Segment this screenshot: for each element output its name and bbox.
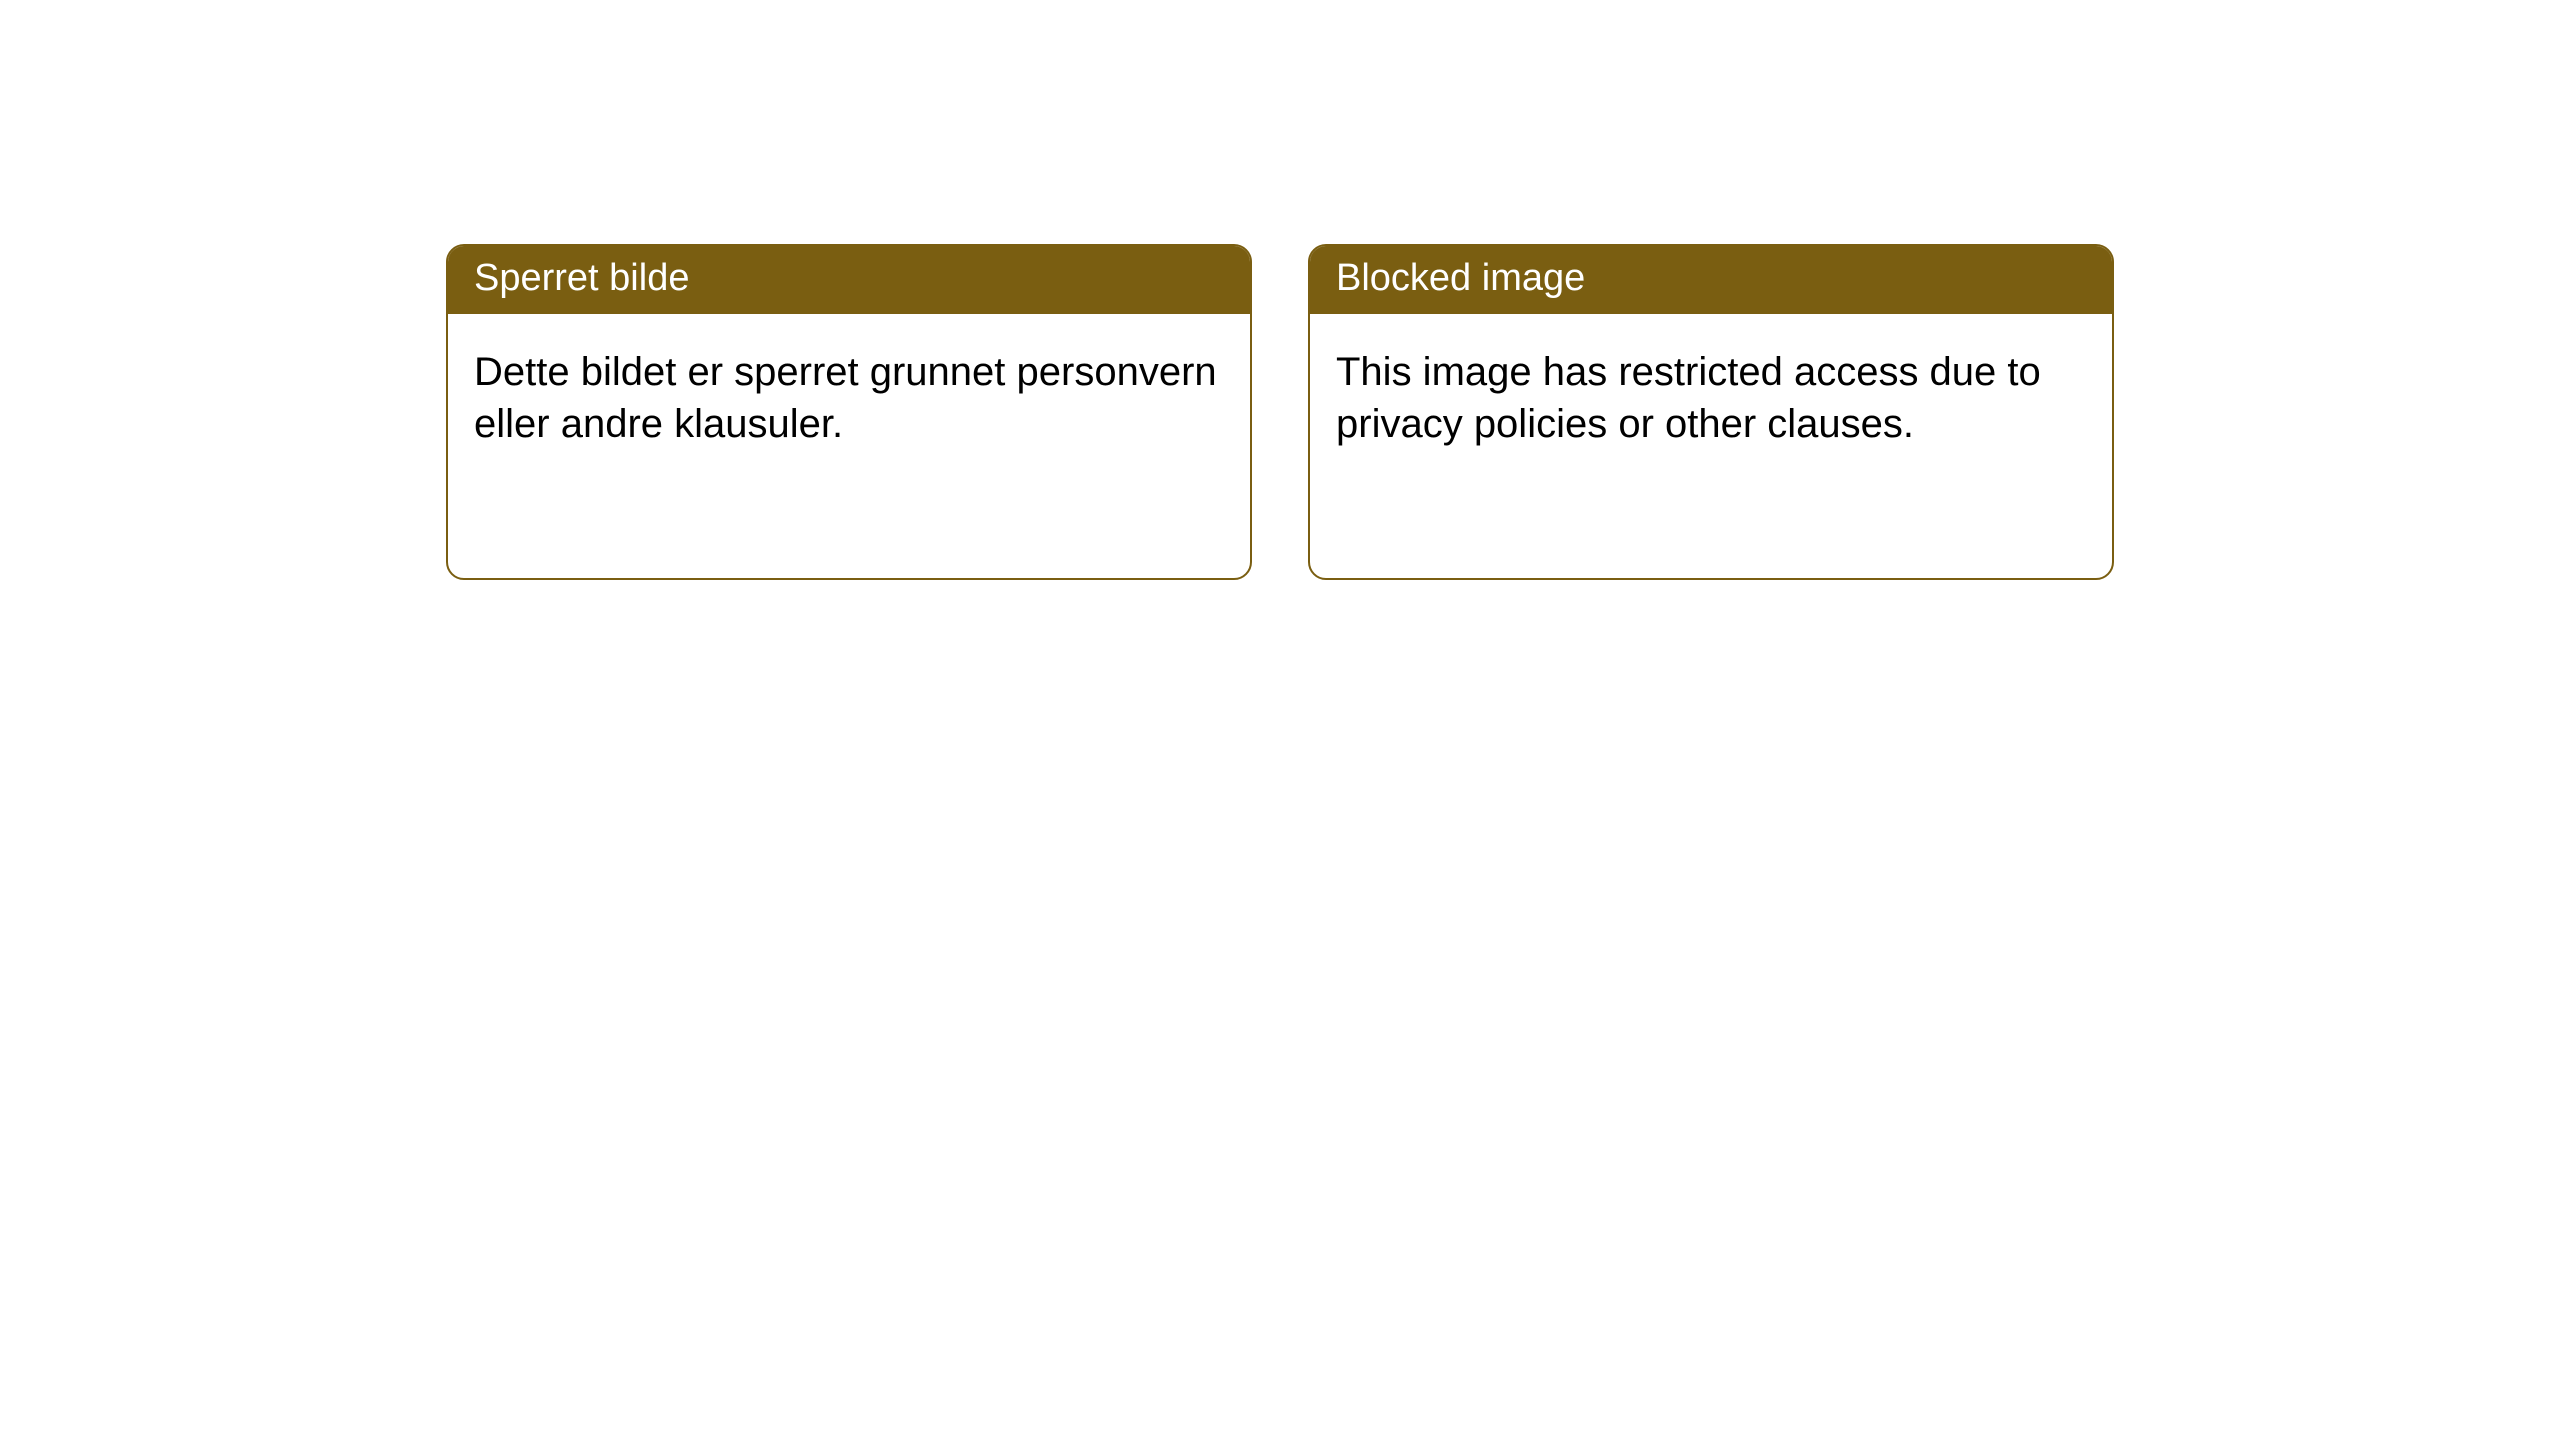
notice-title: Sperret bilde bbox=[448, 246, 1250, 314]
notice-body: Dette bildet er sperret grunnet personve… bbox=[448, 314, 1250, 482]
notice-title: Blocked image bbox=[1310, 246, 2112, 314]
notice-container: Sperret bilde Dette bildet er sperret gr… bbox=[0, 0, 2560, 580]
notice-card-norwegian: Sperret bilde Dette bildet er sperret gr… bbox=[446, 244, 1252, 580]
notice-card-english: Blocked image This image has restricted … bbox=[1308, 244, 2114, 580]
notice-body: This image has restricted access due to … bbox=[1310, 314, 2112, 482]
